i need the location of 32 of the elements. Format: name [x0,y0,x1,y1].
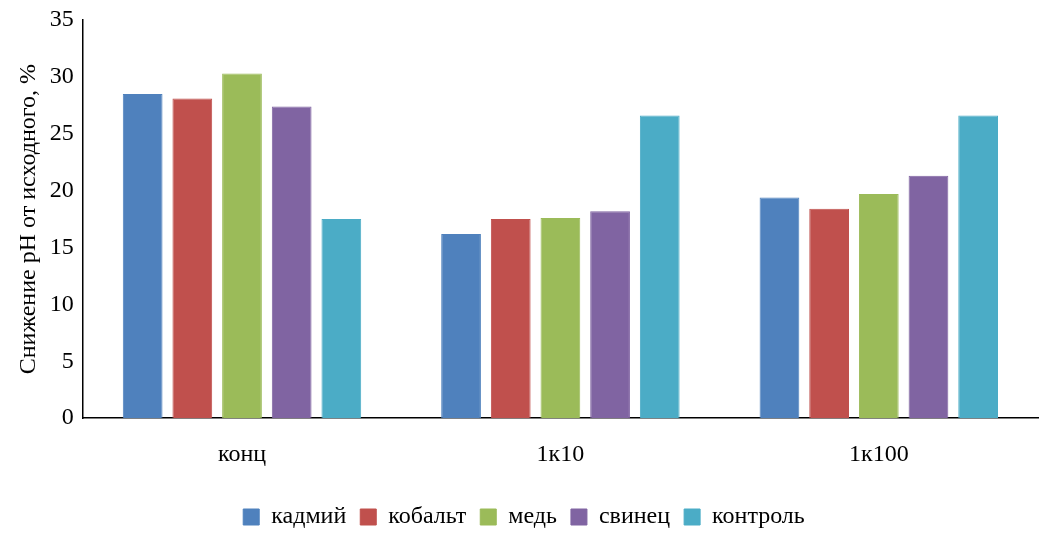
y-tick-label: 25 [49,119,74,146]
bar [122,93,163,419]
legend-label: кобальт [388,502,467,529]
x-tick-label: 1к10 [536,439,585,466]
bar [958,115,999,419]
legend-label: свинец [598,502,671,529]
x-tick-label: 1к100 [848,439,909,466]
bar [222,73,262,419]
y-tick-label: 0 [61,403,74,430]
bar [490,219,531,419]
bar [321,219,362,419]
x-tick-label: конц [217,439,267,466]
y-tick-label: 35 [49,5,74,32]
bar [271,106,312,419]
legend-label: медь [508,502,557,529]
y-axis-title: Снижение pH от исходного, % [13,63,40,375]
y-tick-label: 10 [49,289,74,316]
y-tick-label: 20 [49,175,74,202]
bar [809,208,849,419]
bar [858,194,899,419]
bar [639,115,680,419]
y-tick-label: 5 [61,346,74,373]
bar [540,217,581,419]
bar [172,98,213,419]
bar [908,175,949,419]
legend-label: кадмий [271,502,347,529]
y-tick-label: 30 [49,62,74,89]
y-tick-label: 15 [49,232,74,259]
bar [759,197,800,419]
bar [441,233,481,419]
legend-label: контроль [712,502,805,529]
bar [590,211,630,419]
